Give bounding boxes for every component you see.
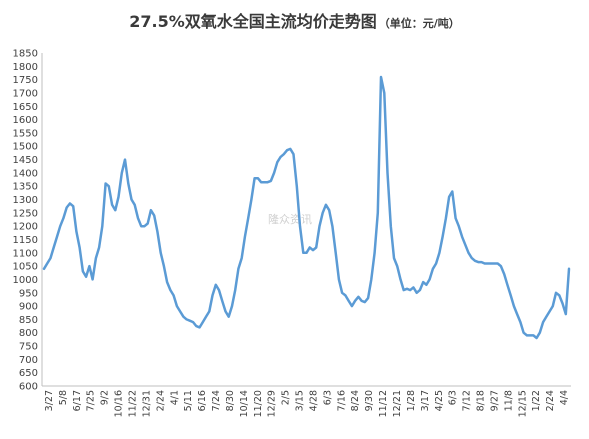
x-tick-label: 4/28: [308, 390, 319, 411]
y-tick-label: 1200: [13, 222, 38, 233]
y-tick-label: 1600: [13, 115, 38, 126]
x-tick-label: 3/17: [420, 390, 431, 411]
x-tick-label: 8/18: [476, 390, 487, 411]
x-tick-label: 6/3: [322, 390, 333, 405]
y-tick-label: 1800: [13, 62, 38, 73]
x-tick-label: 8/30: [225, 390, 236, 411]
y-tick-label: 1100: [13, 248, 38, 259]
x-tick-label: 7/24: [211, 390, 222, 411]
x-tick-label: 8/24: [350, 390, 361, 411]
x-tick-label: 6/17: [72, 390, 83, 411]
x-tick-label: 7/16: [336, 390, 347, 411]
x-tick-label: 4/1: [169, 390, 180, 405]
x-tick-label: 6/16: [197, 390, 208, 411]
y-tick-label: 900: [19, 302, 38, 313]
y-tick-label: 800: [19, 328, 38, 339]
y-tick-label: 1400: [13, 168, 38, 179]
y-tick-label: 750: [19, 342, 38, 353]
series-group: [42, 75, 571, 340]
x-tick-label: 2/24: [155, 390, 166, 411]
x-tick-label: 4/25: [434, 390, 445, 411]
y-tick-label: 1300: [13, 195, 38, 206]
y-tick-label: 1650: [13, 102, 38, 113]
x-tick-label: 5/8: [58, 390, 69, 405]
chart-title-text: 27.5%双氧水全国主流均价走势图: [129, 12, 377, 31]
x-tick-label: 7/25: [86, 390, 97, 411]
y-tick-label: 1050: [13, 262, 38, 273]
y-tick-label: 950: [19, 288, 38, 299]
x-tick-label: 9/27: [489, 390, 500, 411]
y-axis-ticks: 600 650 700 750 800 850 900 950 1000 1050 1100 1150…: [13, 49, 38, 393]
y-tick-label: 600: [19, 382, 38, 393]
watermark: 隆众资讯: [268, 212, 312, 226]
y-tick-label: 1550: [13, 128, 38, 139]
x-tick-label: 12/29: [267, 390, 278, 417]
x-tick-label: 5/11: [183, 390, 194, 411]
x-tick-label: 6/3: [448, 390, 459, 405]
y-tick-label: 1450: [13, 155, 38, 166]
x-tick-label: 1/28: [406, 390, 417, 411]
x-axis-ticks: 3/27 5/8 6/17 7/25 9/2 10/16 11/22 12/31 2/24 4/1…: [44, 390, 570, 417]
axes: [41, 53, 571, 387]
x-tick-label: 11/12: [378, 390, 389, 417]
y-tick-label: 850: [19, 315, 38, 326]
chart-title: 27.5%双氧水全国主流均价走势图 （单位：元/吨）: [0, 8, 589, 32]
y-tick-label: 1500: [13, 142, 38, 153]
x-tick-label: 2/24: [545, 390, 556, 411]
watermark-text: 隆众资讯: [268, 212, 312, 226]
x-tick-label: 12/31: [141, 390, 152, 417]
x-tick-label: 3/27: [44, 390, 55, 411]
y-tick-label: 1850: [13, 49, 38, 60]
y-tick-label: 1000: [13, 275, 38, 286]
chart-unit-note: （单位：元/吨）: [378, 17, 460, 30]
x-tick-label: 1/22: [531, 390, 542, 411]
x-tick-label: 7/12: [462, 390, 473, 411]
x-tick-label: 11/20: [253, 390, 264, 417]
x-tick-label: 12/15: [517, 390, 528, 417]
x-tick-label: 3/15: [295, 390, 306, 411]
y-tick-label: 1250: [13, 208, 38, 219]
y-tick-label: 700: [19, 355, 38, 366]
y-tick-label: 1750: [13, 75, 38, 86]
series-line-0: [42, 75, 571, 340]
x-tick-label: 10/16: [114, 390, 125, 417]
x-tick-label: 11/8: [503, 390, 514, 411]
x-tick-label: 10/14: [239, 390, 250, 417]
y-tick-label: 1700: [13, 88, 38, 99]
y-tick-label: 650: [19, 368, 38, 379]
x-tick-label: 2/5: [281, 390, 292, 405]
x-tick-label: 9/30: [364, 390, 375, 411]
x-tick-label: 9/2: [100, 390, 111, 405]
x-tick-label: 4/4: [559, 390, 570, 405]
y-tick-label: 1350: [13, 182, 38, 193]
x-tick-label: 12/21: [392, 390, 403, 417]
x-tick-label: 11/22: [127, 390, 138, 417]
y-tick-label: 1150: [13, 235, 38, 246]
